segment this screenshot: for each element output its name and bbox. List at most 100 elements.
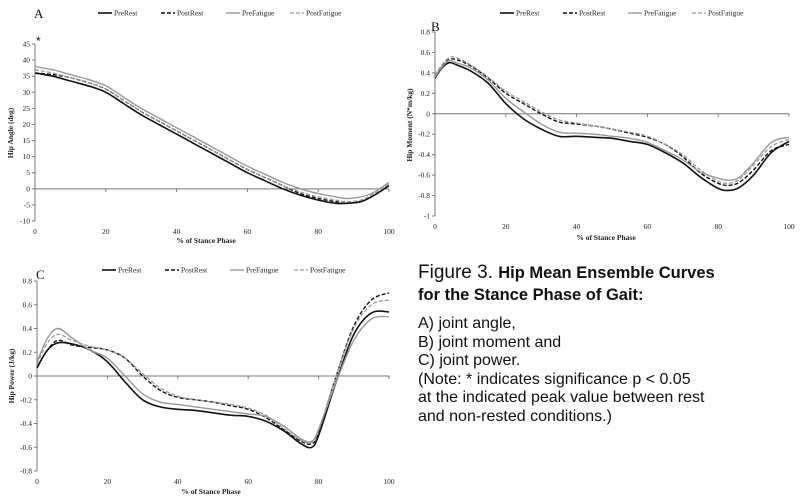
x-tick-label: 60: [244, 477, 252, 486]
series-line-postfatigue: [34, 69, 390, 203]
series-line-prefatigue: [36, 315, 390, 443]
y-tick-label: 45: [23, 40, 31, 49]
legend-label: PreRest: [516, 9, 540, 18]
x-tick-label: 0: [433, 222, 437, 231]
chart-legend: PreRest PostRest PreFatigue PostFatigue: [102, 266, 346, 275]
x-tick-label: 60: [644, 222, 652, 231]
x-tick-label: 20: [102, 227, 110, 236]
y-tick-label: 0.2: [421, 89, 431, 98]
caption-line: C) joint power.: [418, 352, 521, 369]
legend-label: PreRest: [114, 9, 138, 18]
chart-legend: PreRest PostRest PreFatigue PostFatigue: [98, 9, 342, 18]
x-tick-label: 80: [314, 227, 322, 236]
y-tick-label: -0.8: [20, 467, 32, 476]
x-tick-label: 60: [244, 227, 252, 236]
y-tick-label: 0: [26, 184, 30, 193]
y-tick-label: -0.6: [20, 443, 32, 452]
x-tick-label: 100: [383, 227, 395, 236]
legend-label: PreFatigue: [242, 9, 275, 18]
caption-body: A) joint angle, B) joint moment and C) j…: [418, 315, 798, 426]
x-tick-label: 40: [173, 227, 181, 236]
y-axis-title: Hip Power (J/kg): [7, 348, 16, 403]
y-tick-label: 0.2: [23, 348, 33, 357]
y-tick-label: 0.4: [421, 68, 431, 77]
x-tick-label: 20: [502, 222, 510, 231]
y-tick-label: 5: [26, 168, 30, 177]
chart-legend: PreRest PostRest PreFatigue PostFatigue: [500, 9, 744, 18]
series-line-prefatigue: [434, 59, 790, 181]
y-tick-label: -10: [20, 217, 30, 226]
caption-line: at the indicated peak value between rest: [418, 389, 705, 406]
x-tick-label: 0: [33, 227, 37, 236]
x-tick-label: 80: [714, 222, 722, 231]
y-tick-label: -5: [24, 200, 30, 209]
y-tick-label: 0: [28, 372, 32, 381]
caption-title-bold-2: for the Stance Phase of Gait:: [418, 286, 644, 304]
panel-label: B: [431, 19, 440, 34]
caption-title: Figure 3. Hip Mean Ensemble Curves for t…: [418, 262, 798, 306]
y-tick-label: 35: [23, 72, 31, 81]
series-line-postrest: [434, 58, 790, 187]
y-tick-label: 0.8: [421, 28, 431, 37]
y-tick-label: -0.2: [418, 130, 430, 139]
legend-label: PostFatigue: [306, 9, 342, 18]
legend-label: PreFatigue: [644, 9, 677, 18]
chart-panel-A: A -10 -5 0 5 10 15 20 25 30 35 40 45 0 20 40 60 80 100 % of…: [6, 6, 395, 245]
series-line-postfatigue: [36, 299, 390, 444]
caption-line: (Note: * indicates significance p < 0.05: [418, 370, 691, 388]
y-tick-label: -0.4: [20, 419, 32, 428]
y-tick-label: 0.6: [421, 48, 431, 57]
caption-line: B) joint moment and: [418, 333, 562, 351]
y-axis-title: Hip Moment (N*m/kg): [405, 88, 414, 162]
legend-label: PreRest: [118, 266, 142, 275]
significance-marker: *: [36, 34, 41, 48]
x-tick-label: 100: [783, 222, 795, 231]
x-axis-title: % of Stance Phase: [176, 236, 236, 245]
y-tick-label: 30: [23, 88, 31, 97]
x-tick-label: 40: [573, 222, 581, 231]
panel-label: C: [36, 267, 45, 282]
legend-label: PreFatigue: [246, 266, 279, 275]
legend-label: PostFatigue: [708, 9, 744, 18]
y-tick-label: -0.4: [418, 150, 430, 159]
series-line-postrest: [34, 72, 390, 205]
caption-line: and non-rested conditions.): [418, 407, 612, 425]
x-tick-label: 40: [174, 477, 182, 486]
figure-caption: Figure 3. Hip Mean Ensemble Curves for t…: [418, 262, 798, 426]
legend-label: PostRest: [579, 9, 606, 18]
caption-figure-number: Figure 3.: [418, 262, 493, 283]
caption-title-bold-1: Hip Mean Ensemble Curves: [498, 264, 715, 282]
x-tick-label: 100: [383, 477, 395, 486]
y-tick-label: 0.4: [23, 324, 33, 333]
y-tick-label: 10: [23, 152, 31, 161]
legend-label: PostRest: [177, 9, 204, 18]
series-line-postrest: [36, 292, 390, 445]
series-line-prefatigue: [34, 65, 390, 200]
x-tick-label: 20: [104, 477, 112, 486]
y-tick-label: -0.6: [418, 171, 430, 180]
series-line-prerest: [36, 310, 390, 449]
x-axis-title: % of Stance Phase: [181, 487, 241, 496]
x-tick-label: 0: [35, 477, 39, 486]
y-tick-label: 25: [23, 104, 31, 113]
y-tick-label: -0.8: [418, 191, 430, 200]
panel-label: A: [34, 6, 44, 21]
legend-label: PostRest: [181, 266, 208, 275]
series-line-prerest: [434, 61, 790, 192]
y-tick-label: 20: [23, 120, 31, 129]
series-line-prerest: [34, 72, 390, 205]
y-tick-label: 0: [426, 109, 430, 118]
x-tick-label: 80: [315, 477, 323, 486]
y-tick-label: 15: [23, 136, 31, 145]
y-tick-label: -1: [424, 212, 430, 221]
chart-panel-C: C -0.8 -0.6 -0.4 -0.2 0 0.2 0.4 0.6 0.8 0 20 40 60 80 1…: [7, 266, 395, 497]
x-axis-title: % of Stance Phase: [576, 233, 636, 242]
caption-line: A) joint angle,: [418, 315, 516, 332]
y-tick-label: 0.8: [23, 277, 33, 286]
y-tick-label: 0.6: [23, 300, 33, 309]
y-axis-title: Hip Angle (deg): [6, 107, 15, 158]
chart-panel-B: B -1 -0.8 -0.6 -0.4 -0.2 0 0.2 0.4 0.6 0.8 0 20 40 60 8…: [405, 9, 795, 243]
y-tick-label: -0.2: [20, 395, 32, 404]
y-tick-label: 40: [23, 56, 31, 65]
